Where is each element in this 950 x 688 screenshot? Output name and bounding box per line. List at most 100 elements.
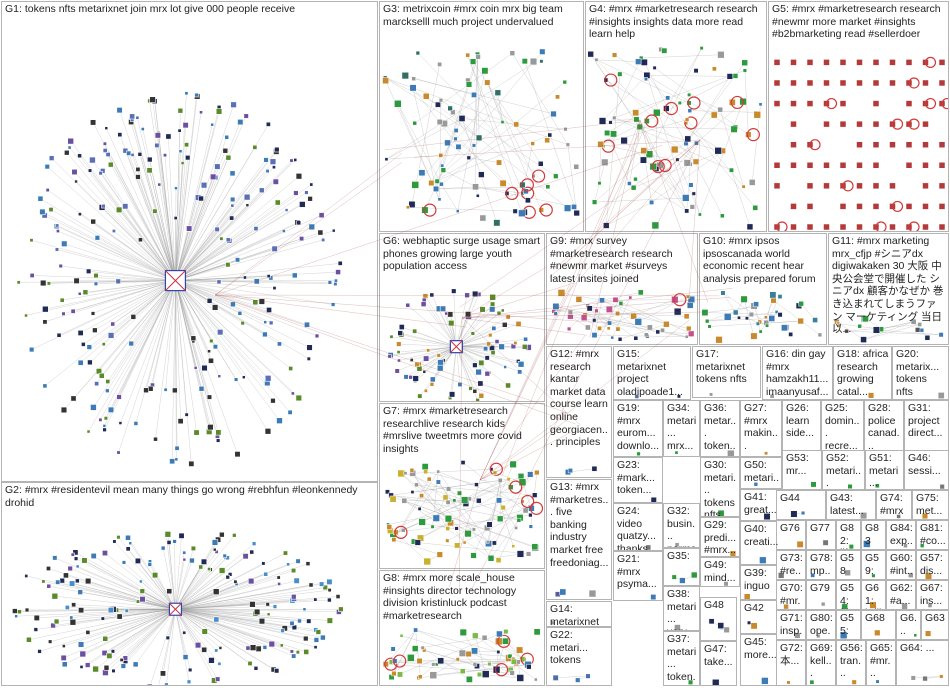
user-node[interactable]	[689, 204, 695, 210]
user-node[interactable]	[279, 643, 284, 648]
user-node[interactable]	[938, 59, 946, 66]
user-node[interactable]	[684, 208, 690, 214]
user-node[interactable]	[671, 145, 679, 154]
user-node[interactable]	[390, 646, 396, 652]
user-node[interactable]	[889, 59, 896, 66]
user-node[interactable]	[836, 323, 842, 328]
user-node[interactable]	[249, 644, 257, 651]
user-node[interactable]	[248, 577, 255, 585]
user-node[interactable]	[773, 182, 781, 190]
user-node[interactable]	[86, 344, 93, 350]
user-node[interactable]	[685, 294, 690, 299]
user-node[interactable]	[513, 121, 520, 128]
user-node[interactable]	[687, 108, 693, 113]
user-node[interactable]	[905, 59, 913, 66]
user-node[interactable]	[262, 331, 268, 338]
user-node[interactable]	[215, 676, 221, 682]
user-node[interactable]	[431, 662, 436, 667]
user-node[interactable]	[56, 332, 62, 338]
user-node[interactable]	[575, 677, 581, 683]
user-node[interactable]	[272, 286, 277, 291]
user-node[interactable]	[289, 158, 294, 163]
user-node[interactable]	[304, 321, 310, 328]
user-node[interactable]	[46, 566, 51, 571]
user-node[interactable]	[129, 113, 136, 120]
user-node[interactable]	[209, 173, 217, 181]
user-node[interactable]	[52, 555, 58, 561]
user-node[interactable]	[472, 362, 478, 368]
user-node[interactable]	[146, 167, 153, 174]
user-node[interactable]	[464, 311, 472, 318]
user-node[interactable]	[77, 212, 82, 217]
user-node[interactable]	[522, 507, 529, 514]
user-node[interactable]	[479, 214, 487, 222]
user-node[interactable]	[102, 427, 107, 432]
user-node[interactable]	[419, 493, 424, 499]
user-node[interactable]	[465, 52, 470, 58]
user-node[interactable]	[186, 225, 193, 232]
user-node[interactable]	[314, 333, 320, 339]
user-node[interactable]	[516, 517, 522, 523]
user-node[interactable]	[165, 133, 172, 140]
user-node[interactable]	[652, 65, 657, 70]
user-node[interactable]	[139, 579, 143, 584]
user-node[interactable]	[705, 318, 710, 324]
user-node[interactable]	[506, 477, 511, 482]
user-node[interactable]	[420, 645, 425, 650]
user-node[interactable]	[660, 327, 665, 333]
user-node[interactable]	[800, 510, 806, 516]
user-node[interactable]	[550, 110, 557, 118]
user-node[interactable]	[313, 597, 318, 602]
user-node[interactable]	[539, 59, 544, 64]
user-node[interactable]	[84, 662, 91, 668]
user-node[interactable]	[517, 369, 523, 375]
user-node[interactable]	[211, 539, 219, 546]
user-node[interactable]	[102, 141, 107, 146]
user-node[interactable]	[37, 195, 44, 202]
user-node[interactable]	[552, 303, 560, 310]
user-node[interactable]	[445, 499, 451, 505]
user-node[interactable]	[723, 581, 729, 586]
user-node[interactable]	[56, 229, 60, 234]
user-node[interactable]	[509, 50, 515, 56]
user-node[interactable]	[317, 229, 324, 236]
user-node[interactable]	[262, 645, 268, 650]
user-node[interactable]	[591, 465, 598, 472]
user-node[interactable]	[280, 628, 285, 633]
user-node[interactable]	[253, 226, 259, 232]
user-node[interactable]	[896, 514, 901, 519]
user-node[interactable]	[409, 84, 417, 92]
user-node[interactable]	[111, 229, 116, 233]
user-node[interactable]	[798, 301, 804, 307]
user-node[interactable]	[643, 77, 648, 82]
user-node[interactable]	[457, 382, 463, 388]
user-node[interactable]	[225, 574, 230, 580]
user-node[interactable]	[409, 468, 415, 473]
user-node[interactable]	[188, 460, 195, 467]
user-node[interactable]	[417, 393, 423, 399]
user-node[interactable]	[442, 494, 449, 501]
user-node[interactable]	[510, 658, 517, 665]
user-node[interactable]	[451, 288, 457, 294]
user-node[interactable]	[615, 326, 621, 332]
user-node[interactable]	[601, 158, 609, 166]
user-node[interactable]	[206, 394, 213, 400]
user-node[interactable]	[872, 120, 880, 128]
user-node[interactable]	[860, 336, 867, 343]
user-node[interactable]	[103, 416, 109, 421]
user-node[interactable]	[219, 531, 225, 538]
user-node[interactable]	[418, 169, 426, 177]
user-node[interactable]	[489, 301, 496, 307]
user-node[interactable]	[839, 79, 847, 87]
user-node[interactable]	[478, 359, 485, 366]
user-node[interactable]	[146, 683, 153, 685]
user-node[interactable]	[753, 482, 759, 487]
user-node[interactable]	[514, 526, 518, 530]
user-node[interactable]	[237, 119, 244, 126]
user-node[interactable]	[78, 607, 85, 614]
user-node[interactable]	[218, 567, 226, 574]
user-node[interactable]	[101, 550, 108, 557]
user-node[interactable]	[166, 588, 173, 595]
user-node[interactable]	[806, 182, 814, 190]
user-node[interactable]	[413, 627, 418, 633]
